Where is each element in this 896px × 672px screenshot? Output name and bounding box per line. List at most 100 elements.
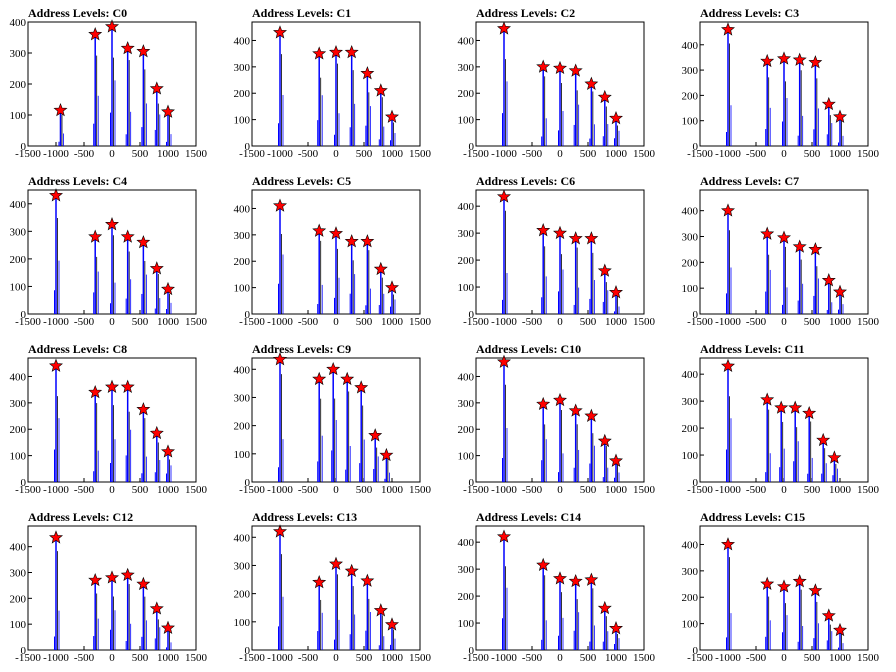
peak-marker	[597, 263, 612, 277]
peak-marker	[568, 63, 583, 77]
x-tick-label: -1000	[43, 148, 69, 160]
peak-marker	[760, 392, 775, 406]
panel-title: Address Levels: C10	[476, 342, 581, 356]
x-tick-label: 0	[333, 316, 339, 328]
x-tick-label: 0	[333, 484, 339, 496]
x-tick-label: 0	[333, 652, 339, 664]
y-tick-label: 200	[458, 88, 475, 100]
panel-title: Address Levels: C14	[476, 510, 581, 524]
peak-marker	[536, 557, 551, 571]
peak-marker	[385, 280, 399, 294]
peak-marker	[161, 281, 175, 296]
peak-marker	[373, 261, 388, 276]
x-tick-label: -1000	[267, 484, 293, 496]
y-tick-label: 0	[21, 645, 27, 657]
x-tick-label: 0	[781, 316, 787, 328]
peak-marker	[273, 198, 287, 212]
panel-title: Address Levels: C5	[252, 174, 351, 188]
x-tick-label: 0	[109, 316, 115, 328]
y-tick-label: 300	[682, 566, 699, 578]
peak-marker	[120, 41, 135, 55]
x-tick-label: -1500	[687, 148, 713, 160]
peak-marker	[609, 285, 623, 299]
x-tick-label: 0	[557, 316, 563, 328]
x-tick-label: -500	[522, 652, 543, 664]
peak-marker	[792, 574, 807, 588]
y-tick-label: 200	[458, 424, 475, 436]
x-tick-label: 0	[557, 652, 563, 664]
peak-marker	[760, 576, 775, 590]
panel-13: Address Levels: C13 0 100 200 300 400 -1500 -10…	[234, 510, 432, 664]
peak-marker	[344, 234, 359, 248]
x-tick-label: 0	[557, 484, 563, 496]
peak-marker	[105, 19, 119, 33]
y-tick-label: 300	[682, 232, 699, 244]
x-tick-label: -500	[522, 148, 543, 160]
panel-title: Address Levels: C15	[700, 510, 805, 524]
x-tick-label: -1000	[43, 316, 69, 328]
peak-marker	[584, 231, 599, 245]
y-tick-label: 0	[245, 309, 251, 321]
peak-marker	[326, 361, 341, 376]
y-tick-label: 300	[10, 568, 27, 580]
x-tick-label: 1500	[185, 316, 208, 328]
peak-marker	[273, 352, 287, 366]
y-tick-label: 400	[10, 17, 27, 29]
y-tick-label: 400	[10, 371, 27, 383]
x-tick-label: 1500	[185, 484, 208, 496]
peak-marker	[379, 447, 394, 462]
x-tick-label: 1000	[381, 484, 404, 496]
panel-title: Address Levels: C8	[28, 342, 127, 356]
x-tick-label: -1500	[463, 484, 489, 496]
x-tick-label: 500	[356, 316, 373, 328]
x-tick-label: -1000	[715, 652, 741, 664]
panel-7: Address Levels: C7 0 100 200 300 400 -1500 -100…	[682, 174, 880, 328]
y-tick-label: 400	[458, 201, 475, 213]
x-tick-label: 500	[804, 148, 821, 160]
peak-marker	[497, 21, 511, 35]
x-tick-label: 1500	[185, 652, 208, 664]
peak-marker	[792, 239, 807, 253]
peak-marker	[597, 89, 612, 104]
panel-title: Address Levels: C13	[252, 510, 357, 524]
peak-marker	[568, 403, 583, 417]
x-tick-label: -500	[746, 652, 767, 664]
peak-marker	[597, 600, 612, 615]
peak-marker	[273, 25, 287, 39]
x-tick-label: -1500	[463, 316, 489, 328]
x-tick-label: 0	[109, 484, 115, 496]
y-tick-label: 400	[234, 203, 251, 215]
x-tick-label: -500	[298, 652, 319, 664]
peak-marker	[329, 226, 343, 240]
y-tick-label: 200	[234, 589, 251, 601]
y-tick-label: 0	[21, 477, 27, 489]
x-tick-label: 500	[804, 484, 821, 496]
peak-marker	[49, 358, 63, 372]
peak-marker	[721, 358, 735, 372]
x-tick-label: -1000	[491, 148, 517, 160]
panel-title: Address Levels: C12	[28, 510, 133, 524]
x-tick-label: -1500	[463, 148, 489, 160]
x-tick-label: -1500	[239, 484, 265, 496]
peak-marker	[777, 230, 791, 244]
panel-title: Address Levels: C2	[476, 6, 575, 20]
peak-marker	[584, 408, 599, 422]
x-tick-label: 1500	[633, 484, 656, 496]
peak-marker	[344, 563, 359, 577]
y-tick-label: 0	[693, 141, 699, 153]
peak-marker	[816, 432, 831, 447]
panel-6: Address Levels: C6 0 100 200 300 400 -1500 -100…	[458, 174, 656, 328]
x-tick-label: 1000	[829, 148, 852, 160]
panel-2: Address Levels: C2 0 100 200 300 400 -1500 -100…	[458, 6, 656, 160]
y-tick-label: 200	[682, 592, 699, 604]
x-tick-label: -500	[74, 652, 95, 664]
peak-marker	[553, 225, 567, 240]
peak-marker	[49, 530, 63, 544]
x-tick-label: -1000	[43, 484, 69, 496]
y-tick-label: 100	[234, 449, 251, 461]
x-tick-label: 1000	[157, 484, 180, 496]
x-tick-label: -1000	[267, 652, 293, 664]
panel-title: Address Levels: C11	[700, 342, 804, 356]
peak-marker	[802, 405, 817, 420]
x-tick-label: -1000	[267, 316, 293, 328]
